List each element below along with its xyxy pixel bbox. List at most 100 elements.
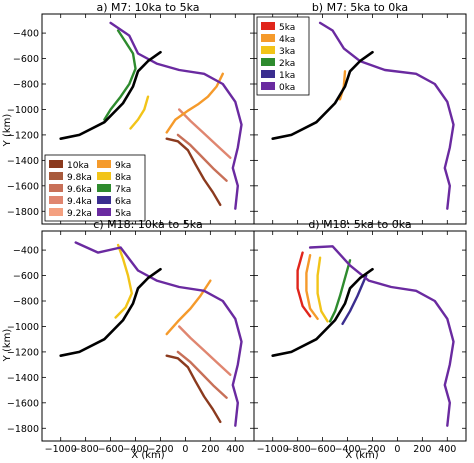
legend-label-5ka: 5ka xyxy=(115,209,131,219)
series-coast xyxy=(271,267,374,357)
legend-label-0ka: 0ka xyxy=(279,83,295,93)
y-tick-label: −600 xyxy=(13,54,39,65)
y-tick-label: −600 xyxy=(13,271,39,282)
legend-swatch-2ka xyxy=(261,58,275,66)
legend-label-9-8ka: 9.8ka xyxy=(67,173,92,183)
legend-swatch-1ka xyxy=(261,70,275,78)
x-tick-label: −200 xyxy=(359,444,385,455)
series-group xyxy=(271,245,455,427)
legend-swatch-9-6ka xyxy=(49,184,63,192)
legend-label-9ka: 9ka xyxy=(115,161,131,171)
legend-label-6ka: 6ka xyxy=(115,197,131,207)
x-tick-label: −600 xyxy=(310,444,336,455)
x-tick-label: −1000 xyxy=(45,444,77,455)
legend-label-2ka: 2ka xyxy=(279,59,295,69)
y-tick-label: −1000 xyxy=(7,322,39,333)
series-1ka xyxy=(341,274,368,326)
x-tick-label: −800 xyxy=(285,444,311,455)
panel-title: d) M18: 5ka to 0ka xyxy=(308,218,411,231)
y-tick-label: −1200 xyxy=(7,130,39,141)
x-tick-label: −800 xyxy=(73,444,99,455)
series-5ka xyxy=(74,241,243,427)
x-tick-label: 200 xyxy=(413,444,431,455)
series-0ka xyxy=(318,21,455,210)
legend-swatch-5ka xyxy=(97,208,111,216)
legend-swatch-8ka xyxy=(97,172,111,180)
legend-label-4ka: 4ka xyxy=(279,35,295,45)
series-coast xyxy=(59,50,162,140)
y-tick-label: −1800 xyxy=(7,207,39,218)
legend-label-9-4ka: 9.4ka xyxy=(67,197,92,207)
y-axis-label-top: Y (km) xyxy=(2,114,13,148)
x-tick-label: −200 xyxy=(147,444,173,455)
legend-label-9-2ka: 9.2ka xyxy=(67,209,92,219)
legend-label-7ka: 7ka xyxy=(115,185,131,195)
y-tick-label: −400 xyxy=(13,246,39,257)
panel-frame xyxy=(253,13,467,225)
legend-swatch-9-4ka xyxy=(49,196,63,204)
series-0ka xyxy=(308,245,455,427)
y-tick-label: −1400 xyxy=(7,156,39,167)
legend-label-3ka: 3ka xyxy=(279,47,295,57)
legend-label-8ka: 8ka xyxy=(115,173,131,183)
panel-title: a) M7: 10ka to 5ka xyxy=(96,1,199,14)
y-tick-label: −1000 xyxy=(7,105,39,116)
panel-3: d) M18: 5ka to 0ka −1000−800−600−400−200 0… xyxy=(253,218,467,455)
series-9-2ka xyxy=(178,325,232,376)
legend: 10ka 9.8ka 9.6ka 9.4ka 9.2ka 9ka 8ka 7ka 6ka 5ka xyxy=(44,154,146,222)
panel-2: c) M18: 10ka to 5ka−400−600−800−1000−120… xyxy=(7,218,255,455)
panel-0: a) M7: 10ka to 5ka −400 −600 −800 −1000 −1200… xyxy=(7,1,255,225)
legend-swatch-10ka xyxy=(49,160,63,168)
series-3ka xyxy=(316,256,329,323)
y-tick-label: −1600 xyxy=(7,181,39,192)
legend-swatch-7ka xyxy=(97,184,111,192)
legend-swatch-4ka xyxy=(261,34,275,42)
legend-swatch-6ka xyxy=(97,196,111,204)
y-tick-label: −800 xyxy=(13,297,39,308)
panel-frame xyxy=(41,230,255,442)
series-group xyxy=(59,241,243,427)
legend-label-10ka: 10ka xyxy=(67,161,89,171)
panel-title: c) M18: 10ka to 5ka xyxy=(93,218,202,231)
x-axis-label-left: X (km) xyxy=(131,450,164,461)
x-tick-label: −600 xyxy=(98,444,124,455)
series-9ka xyxy=(165,72,224,134)
series-10ka xyxy=(165,354,222,424)
series-2ka xyxy=(328,259,352,323)
y-tick-label: −1400 xyxy=(7,373,39,384)
legend-swatch-9-2ka xyxy=(49,208,63,216)
legend-label-9-6ka: 9.6ka xyxy=(67,185,92,195)
y-tick-label: −1200 xyxy=(7,347,39,358)
panels: a) M7: 10ka to 5ka−400−600−800−1000−1200… xyxy=(7,1,467,455)
series-8ka xyxy=(129,95,150,130)
y-tick-label: −400 xyxy=(13,29,39,40)
y-tick-label: −1600 xyxy=(7,398,39,409)
panel-frame xyxy=(253,230,467,442)
legend: 5ka 4ka 3ka 2ka 1ka 0ka xyxy=(256,16,310,96)
series-coast xyxy=(271,50,374,140)
legend-label-5ka: 5ka xyxy=(279,23,295,33)
y-tick-label: −1800 xyxy=(7,424,39,435)
series-9-6ka xyxy=(176,350,228,399)
x-tick-label: 0 xyxy=(182,444,188,455)
series-9-6ka xyxy=(176,133,228,182)
x-tick-label: 200 xyxy=(201,444,219,455)
legend-swatch-3ka xyxy=(261,46,275,54)
legend-swatch-9ka xyxy=(97,160,111,168)
series-9-2ka xyxy=(178,108,232,159)
x-tick-label: −1000 xyxy=(257,444,289,455)
legend-swatch-5ka xyxy=(261,22,275,30)
y-axis-label-bottom: Y (km) xyxy=(2,329,13,363)
panel-1: b) M7: 5ka to 0ka 5ka 4ka 3ka 2ka 1ka 0ka xyxy=(253,1,467,225)
series-5ka xyxy=(296,251,312,318)
legend-swatch-9-8ka xyxy=(49,172,63,180)
x-tick-label: −400 xyxy=(334,444,360,455)
legend-label-1ka: 1ka xyxy=(279,71,295,81)
x-axis-label-right: X (km) xyxy=(345,450,378,461)
y-tick-label: −800 xyxy=(13,80,39,91)
series-coast xyxy=(59,267,162,357)
panel-title: b) M7: 5ka to 0ka xyxy=(312,1,408,14)
x-tick-label: −400 xyxy=(122,444,148,455)
series-8ka xyxy=(114,243,133,319)
series-group xyxy=(59,21,243,210)
